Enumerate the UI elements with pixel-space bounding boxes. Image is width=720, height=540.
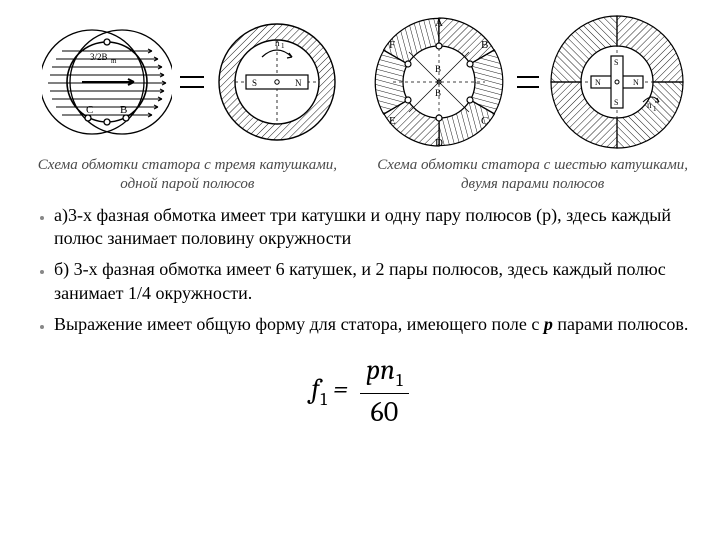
formula: f1 = pn1 60	[28, 354, 692, 428]
stator-6coil-a: B B A D F B E C	[369, 12, 509, 152]
stator-6coil-b: N N S S n 1	[547, 12, 687, 152]
caption-right: Схема обмотки статора с шестью катушками…	[373, 156, 692, 194]
stator-3coil-a: 3/2B m C B	[42, 17, 172, 147]
svg-text:1: 1	[653, 105, 657, 113]
svg-text:B: B	[481, 39, 488, 51]
svg-text:S: S	[252, 78, 257, 88]
diagrams-row: 3/2B m C B	[28, 12, 692, 152]
bullet-list: а)3-х фазная обмотка имеет три катушки и…	[54, 204, 692, 337]
svg-text:S: S	[614, 58, 618, 67]
svg-text:1: 1	[281, 42, 285, 50]
svg-text:A: A	[435, 17, 443, 29]
svg-text:S: S	[614, 98, 618, 107]
svg-text:D: D	[435, 137, 443, 149]
svg-text:N: N	[633, 78, 639, 87]
svg-text:C: C	[86, 104, 93, 116]
svg-text:N: N	[595, 78, 601, 87]
equals-right	[515, 62, 541, 102]
bullet-2: б) 3-х фазная обмотка имеет 6 катушек, и…	[54, 258, 692, 305]
svg-text:F: F	[389, 39, 395, 51]
stator-3coil-b: S N n 1	[212, 17, 342, 147]
svg-text:B: B	[435, 64, 441, 74]
bullet-3: Выражение имеет общую форму для статора,…	[54, 313, 692, 336]
caption-left: Схема обмотки статора с тремя катушками,…	[28, 156, 347, 194]
svg-text:N: N	[295, 78, 302, 88]
svg-text:n: n	[647, 100, 652, 110]
svg-text:n: n	[275, 38, 280, 48]
diagram-group-left: 3/2B m C B	[28, 17, 356, 147]
svg-text:E: E	[389, 115, 396, 127]
svg-text:m: m	[111, 57, 117, 65]
svg-text:B: B	[120, 104, 127, 116]
diagram-group-right: B B A D F B E C	[364, 12, 692, 152]
svg-text:3/2B: 3/2B	[90, 52, 108, 62]
svg-text:B: B	[435, 88, 441, 98]
equals-left	[178, 62, 206, 102]
slide-root: 3/2B m C B	[0, 0, 720, 540]
captions-row: Схема обмотки статора с тремя катушками,…	[28, 156, 692, 194]
bullet-1: а)3-х фазная обмотка имеет три катушки и…	[54, 204, 692, 251]
svg-text:C: C	[481, 115, 488, 127]
